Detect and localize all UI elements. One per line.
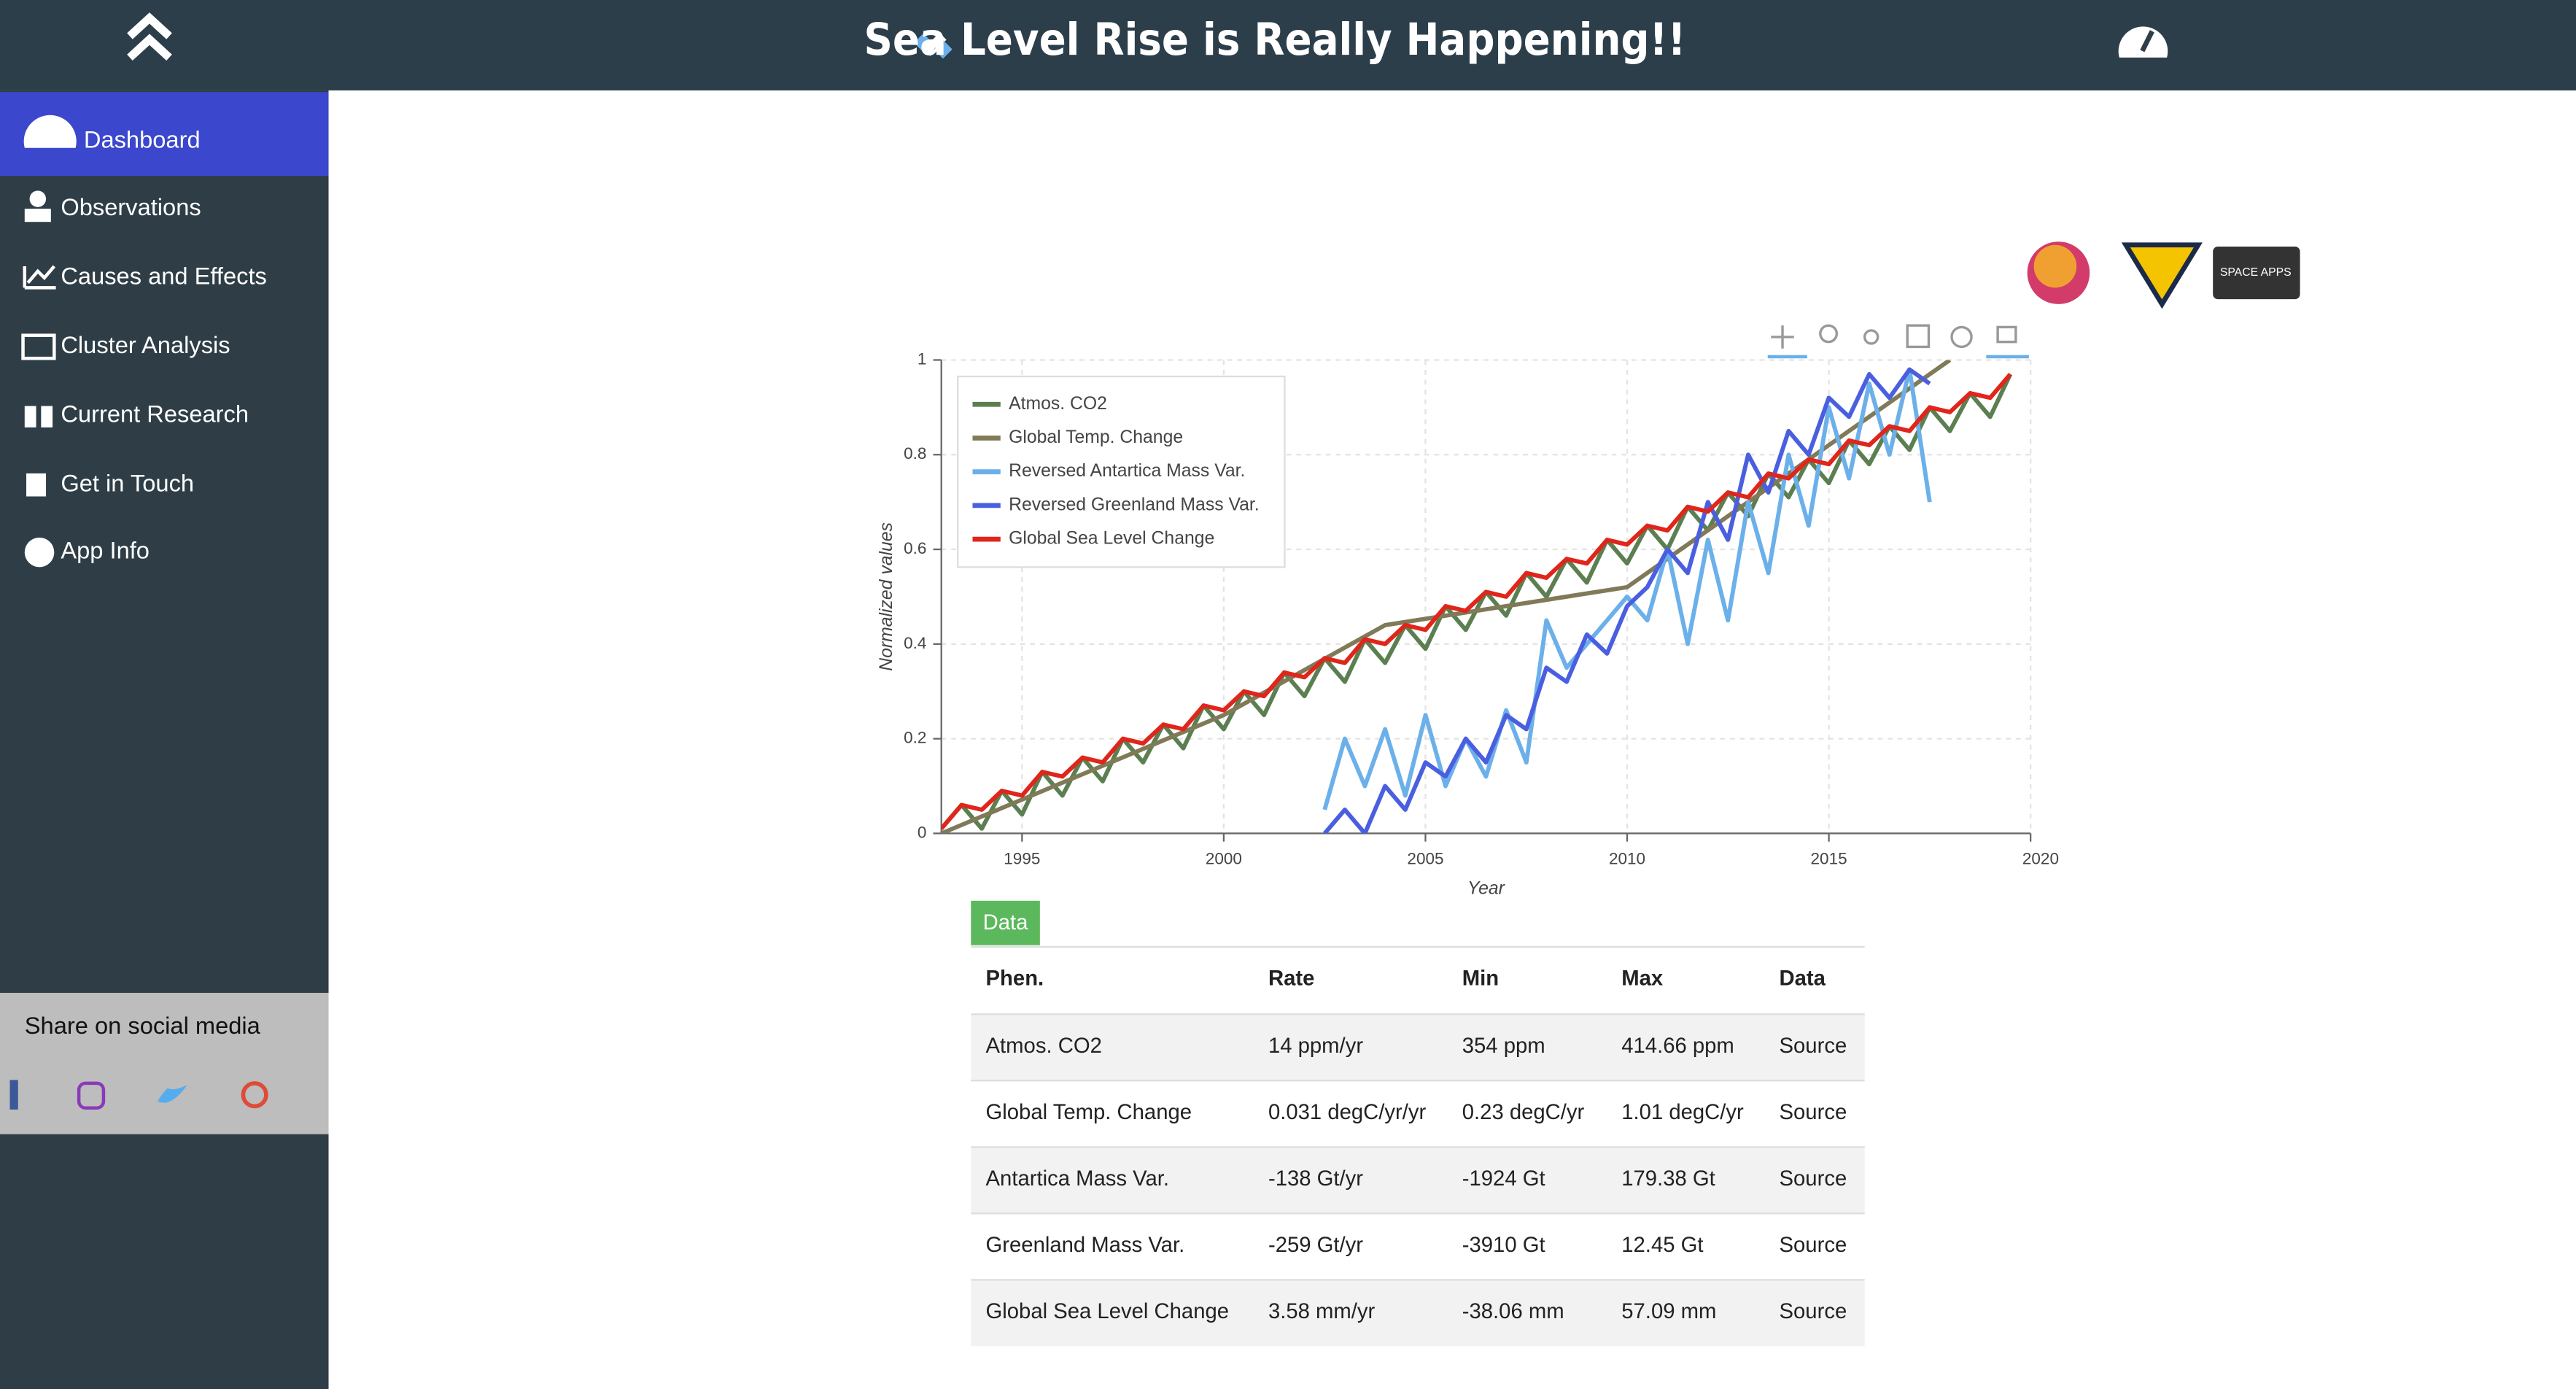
- legend-label: Atmos. CO2: [1009, 394, 1107, 414]
- table-row: [971, 1280, 1865, 1347]
- x-tick-label: 1995: [1004, 849, 1040, 867]
- table-cell: 354 ppm: [1462, 1034, 1545, 1058]
- table-row: [971, 1213, 1865, 1280]
- nav-item[interactable]: Get in Touch: [61, 469, 194, 496]
- series-line: [1323, 367, 1931, 834]
- legend-label: Reversed Antartica Mass Var.: [1009, 461, 1245, 481]
- social-icons[interactable]: [9, 1080, 268, 1110]
- y-tick-label: 0.4: [904, 634, 926, 652]
- table-cell: 3.58 mm/yr: [1268, 1299, 1376, 1323]
- table-cell: Global Sea Level Change: [986, 1299, 1229, 1323]
- table-cell: 179.38 Gt: [1621, 1166, 1715, 1191]
- logo-text: SPACE APPS: [2220, 266, 2292, 279]
- table-cell: -259 Gt/yr: [1268, 1233, 1363, 1257]
- table-cell: 414.66 ppm: [1621, 1034, 1734, 1058]
- table-cell: Greenland Mass Var.: [986, 1233, 1185, 1257]
- table-row: [971, 1080, 1865, 1148]
- nav-item[interactable]: Current Research: [61, 401, 249, 427]
- header-cell: Rate: [1268, 967, 1314, 991]
- chart: 0 0.2 0.4 0.6 0.8 1 1995 2000 2005 2010 2015 2020 Ye…: [877, 349, 2059, 898]
- source-link[interactable]: Source: [1780, 1299, 1847, 1323]
- source-link[interactable]: Source: [1780, 1166, 1847, 1191]
- table-cell: Atmos. CO2: [986, 1034, 1102, 1058]
- page-title: Sea Level Rise is Really Happening!!: [864, 15, 1686, 66]
- legend-label: Reversed Greenland Mass Var.: [1009, 495, 1260, 514]
- nav-item[interactable]: Cluster Analysis: [61, 331, 230, 358]
- sidebar: [0, 90, 329, 1389]
- source-link[interactable]: Source: [1780, 1233, 1847, 1257]
- data-table: Data Phen. Rate Min Max Data Atmos. CO2 14 ppm/…: [971, 900, 1865, 1347]
- nav-icons: [21, 115, 77, 568]
- source-link[interactable]: Source: [1780, 1100, 1847, 1124]
- table-row: [971, 1147, 1865, 1214]
- series-line: [941, 372, 2012, 830]
- table-cell: 0.23 degC/yr: [1462, 1100, 1585, 1124]
- table-cell: 12.45 Gt: [1621, 1233, 1703, 1257]
- share-box: [0, 992, 329, 1134]
- table-cell: 57.09 mm: [1621, 1299, 1716, 1323]
- x-axis-label: Year: [1467, 879, 1506, 899]
- chart-toolbar[interactable]: [1767, 324, 2029, 359]
- y-tick-label: 0.2: [904, 729, 926, 747]
- header-cell: Phen.: [986, 967, 1044, 991]
- x-tick-label: 2010: [1609, 849, 1645, 867]
- table-cell: 14 ppm/yr: [1268, 1034, 1363, 1058]
- logos: [2027, 241, 2300, 309]
- dashboard-icon[interactable]: [2118, 26, 2168, 58]
- legend-label: Global Sea Level Change: [1009, 529, 1214, 549]
- table-cell: -38.06 mm: [1462, 1299, 1564, 1323]
- nav-item[interactable]: Causes and Effects: [61, 262, 267, 289]
- y-tick-label: 0.8: [904, 444, 926, 463]
- header-cell: Max: [1621, 967, 1664, 991]
- header-cell: Min: [1462, 967, 1499, 991]
- x-tick-label: 2015: [1811, 849, 1847, 867]
- y-axis-label: Normalized values: [877, 522, 896, 671]
- table-cell: 0.031 degC/yr/yr: [1268, 1100, 1427, 1124]
- x-tick-label: 2005: [1407, 849, 1443, 867]
- table-cell: -138 Gt/yr: [1268, 1166, 1363, 1191]
- collapse-icon[interactable]: [127, 12, 172, 61]
- data-tab[interactable]: [971, 900, 1040, 945]
- share-title: Share on social media: [25, 1012, 261, 1039]
- y-tick-label: 0: [917, 823, 927, 841]
- y-tick-label: 1: [917, 349, 927, 368]
- header-cell: Data: [1780, 967, 1826, 991]
- nav-item[interactable]: App Info: [61, 537, 150, 564]
- table-cell: -3910 Gt: [1462, 1233, 1545, 1257]
- table-row: [971, 1014, 1865, 1081]
- table-cell: -1924 Gt: [1462, 1166, 1545, 1191]
- nav-item[interactable]: Dashboard: [84, 125, 201, 152]
- data-tab-label[interactable]: Data: [983, 910, 1029, 935]
- legend: Atmos. CO2 Global Temp. Change Reversed An…: [957, 375, 1286, 568]
- table-cell: Antartica Mass Var.: [986, 1166, 1170, 1191]
- nav-list: Dashboard Observations Causes and Effects C…: [61, 125, 267, 563]
- x-tick-label: 2020: [2022, 849, 2059, 867]
- legend-box: [957, 375, 1286, 568]
- table-cell: 1.01 degC/yr: [1621, 1100, 1744, 1124]
- legend-label: Global Temp. Change: [1009, 427, 1183, 447]
- y-tick-label: 0.6: [904, 539, 926, 557]
- x-tick-label: 2000: [1206, 849, 1242, 867]
- nav-item[interactable]: Observations: [61, 193, 201, 220]
- series-line: [1322, 367, 1932, 810]
- table-cell: Global Temp. Change: [986, 1100, 1192, 1124]
- source-link[interactable]: Source: [1780, 1034, 1847, 1058]
- plot-lines: [941, 360, 2013, 834]
